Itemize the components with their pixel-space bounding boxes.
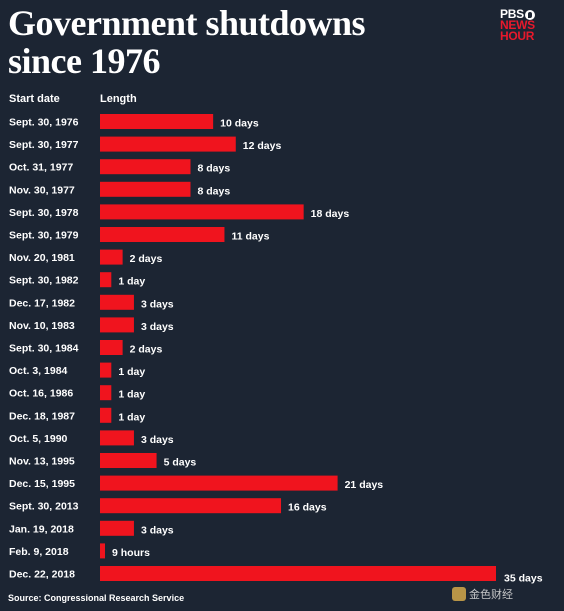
start-date-label: Sept. 30, 1978 xyxy=(9,207,79,219)
start-date-label: Jan. 19, 2018 xyxy=(9,523,74,535)
shutdown-bar xyxy=(100,453,157,468)
duration-label: 16 days xyxy=(288,502,327,514)
shutdown-bar xyxy=(100,520,134,536)
source-note: Source: Congressional Research Service xyxy=(8,593,185,603)
shutdown-bar xyxy=(100,543,105,559)
duration-label: 8 days xyxy=(198,163,231,175)
duration-label: 8 days xyxy=(198,185,231,197)
duration-label: 1 day xyxy=(118,389,145,401)
duration-label: 12 days xyxy=(243,140,282,152)
duration-label: 21 days xyxy=(345,479,384,491)
shutdown-bar xyxy=(100,317,134,333)
shutdown-bar xyxy=(100,249,123,265)
logo-pbs-text: PBS xyxy=(500,7,524,21)
duration-label: 11 days xyxy=(231,231,269,243)
duration-label: 3 days xyxy=(141,298,174,310)
shutdown-bar xyxy=(100,407,112,423)
shutdown-bar xyxy=(100,340,123,355)
shutdown-bar xyxy=(100,430,134,446)
start-date-label: Nov. 20, 1981 xyxy=(9,252,75,264)
start-date-label: Sept. 30, 1982 xyxy=(9,275,79,287)
logo-hour-text: HOUR xyxy=(500,29,535,43)
start-date-label: Oct. 5, 1990 xyxy=(9,433,68,445)
start-date-label: Dec. 18, 1987 xyxy=(9,410,75,422)
duration-label: 35 days xyxy=(504,573,543,585)
start-date-label: Sept. 30, 1984 xyxy=(9,343,79,355)
duration-label: 1 day xyxy=(118,411,145,423)
chart-title: Government shutdowns since 1976 xyxy=(8,4,478,80)
start-date-label: Nov. 30, 1977 xyxy=(9,184,75,196)
shutdown-bar xyxy=(100,475,338,491)
start-date-label: Dec. 15, 1995 xyxy=(9,478,75,490)
shutdown-bar xyxy=(100,272,112,288)
start-date-label: Feb. 9, 2018 xyxy=(9,546,69,558)
shutdown-bar xyxy=(100,159,191,175)
start-date-label: Dec. 22, 2018 xyxy=(9,569,75,581)
start-date-label: Dec. 17, 1982 xyxy=(9,297,75,309)
start-date-label: Nov. 10, 1983 xyxy=(9,320,75,332)
shutdown-bar xyxy=(100,181,191,197)
duration-label: 3 days xyxy=(141,434,174,446)
watermark: 金色财经 xyxy=(452,586,513,602)
duration-label: 10 days xyxy=(220,118,259,130)
duration-label: 18 days xyxy=(311,208,350,220)
shutdown-bar xyxy=(100,566,496,581)
start-date-label: Oct. 16, 1986 xyxy=(9,388,73,400)
pbs-wordmark: PBS xyxy=(500,7,556,21)
duration-label: 9 hours xyxy=(112,547,150,559)
start-date-label: Sept. 30, 1976 xyxy=(9,117,79,129)
duration-label: 2 days xyxy=(130,344,163,356)
shutdown-bar xyxy=(100,204,304,220)
start-date-label: Oct. 31, 1977 xyxy=(9,162,73,174)
pbs-newshour-logo: PBS NEWS HOUR xyxy=(500,7,556,43)
title-line-2: since 1976 xyxy=(8,41,161,81)
start-date-header: Start date xyxy=(9,93,60,105)
duration-label: 1 day xyxy=(118,276,145,288)
logo-news-text: NEWS xyxy=(500,18,535,32)
duration-label: 1 day xyxy=(118,366,145,378)
watermark-logo-icon xyxy=(452,587,466,601)
start-date-label: Sept. 30, 1977 xyxy=(9,139,79,151)
shutdown-bar xyxy=(100,114,214,129)
duration-label: 3 days xyxy=(141,321,174,333)
duration-label: 3 days xyxy=(141,524,174,536)
start-date-label: Nov. 13, 1995 xyxy=(9,456,75,468)
duration-label: 5 days xyxy=(164,457,197,469)
shutdown-bar xyxy=(100,362,112,378)
shutdown-bar xyxy=(100,227,225,242)
start-date-label: Oct. 3, 1984 xyxy=(9,365,68,377)
shutdown-bar xyxy=(100,385,112,401)
start-date-label: Sept. 30, 2013 xyxy=(9,501,79,513)
shutdown-bar xyxy=(100,136,236,152)
start-date-label: Sept. 30, 1979 xyxy=(9,230,79,242)
length-header: Length xyxy=(100,93,137,105)
duration-label: 2 days xyxy=(130,253,163,265)
title-line-1: Government shutdowns xyxy=(8,3,366,43)
shutdown-bar xyxy=(100,498,282,514)
shutdown-bar xyxy=(100,294,134,310)
watermark-text: 金色财经 xyxy=(469,589,513,601)
pbs-head-icon xyxy=(524,9,535,20)
